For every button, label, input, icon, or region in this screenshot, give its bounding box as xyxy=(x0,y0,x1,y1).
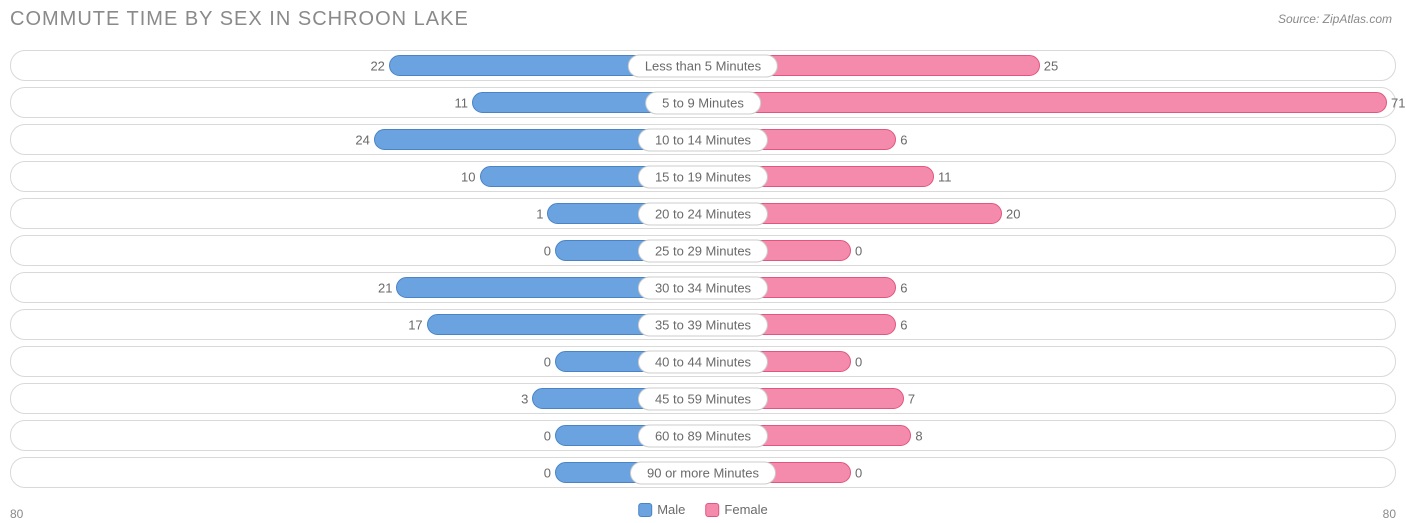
source-attribution: Source: ZipAtlas.com xyxy=(1278,12,1392,26)
row-category-label: 45 to 59 Minutes xyxy=(638,387,768,410)
row-category-label: 90 or more Minutes xyxy=(630,461,776,484)
female-value: 0 xyxy=(855,354,862,369)
female-value: 0 xyxy=(855,243,862,258)
chart-row: 35 to 39 Minutes 17 6 xyxy=(10,309,1396,340)
male-value: 0 xyxy=(544,243,551,258)
row-category-label: 30 to 34 Minutes xyxy=(638,276,768,299)
female-value: 20 xyxy=(1006,206,1020,221)
chart-row: 10 to 14 Minutes 24 6 xyxy=(10,124,1396,155)
row-category-label: 5 to 9 Minutes xyxy=(645,91,761,114)
chart-area: Less than 5 Minutes22255 to 9 Minutes117… xyxy=(10,50,1396,495)
chart-row: 40 to 44 Minutes 0 0 xyxy=(10,346,1396,377)
male-value: 1 xyxy=(536,206,543,221)
chart-row: Less than 5 Minutes 22 25 xyxy=(10,50,1396,81)
chart-row: 45 to 59 Minutes 3 7 xyxy=(10,383,1396,414)
chart-row: 20 to 24 Minutes 1 20 xyxy=(10,198,1396,229)
male-value: 0 xyxy=(544,428,551,443)
female-value: 6 xyxy=(900,317,907,332)
male-value: 21 xyxy=(378,280,392,295)
female-value: 25 xyxy=(1044,58,1058,73)
legend-female-label: Female xyxy=(724,502,767,517)
chart-row: 25 to 29 Minutes 0 0 xyxy=(10,235,1396,266)
female-bar xyxy=(705,92,1387,113)
female-value: 11 xyxy=(938,169,952,184)
female-value: 0 xyxy=(855,465,862,480)
female-value: 71 xyxy=(1391,95,1405,110)
axis-right-max: 80 xyxy=(1383,507,1396,521)
chart-row: 5 to 9 Minutes1171 xyxy=(10,87,1396,118)
row-category-label: 25 to 29 Minutes xyxy=(638,239,768,262)
female-value: 6 xyxy=(900,280,907,295)
row-category-label: 10 to 14 Minutes xyxy=(638,128,768,151)
male-value: 0 xyxy=(544,354,551,369)
axis-left-max: 80 xyxy=(10,507,23,521)
male-value: 0 xyxy=(544,465,551,480)
row-category-label: 60 to 89 Minutes xyxy=(638,424,768,447)
chart-row: 15 to 19 Minutes 10 11 xyxy=(10,161,1396,192)
male-value: 24 xyxy=(355,132,369,147)
male-value: 3 xyxy=(521,391,528,406)
female-value: 6 xyxy=(900,132,907,147)
male-value: 17 xyxy=(408,317,422,332)
row-category-label: 35 to 39 Minutes xyxy=(638,313,768,336)
male-value: 22 xyxy=(370,58,384,73)
row-category-label: Less than 5 Minutes xyxy=(628,54,778,77)
female-value: 7 xyxy=(908,391,915,406)
legend-female: Female xyxy=(705,502,767,517)
chart-row: 30 to 34 Minutes 21 6 xyxy=(10,272,1396,303)
male-value: 10 xyxy=(461,169,475,184)
male-value: 11 xyxy=(454,95,468,110)
legend: Male Female xyxy=(638,502,768,517)
legend-male: Male xyxy=(638,502,685,517)
row-category-label: 20 to 24 Minutes xyxy=(638,202,768,225)
female-value: 8 xyxy=(915,428,922,443)
chart-row: 60 to 89 Minutes 0 8 xyxy=(10,420,1396,451)
legend-male-swatch xyxy=(638,503,652,517)
chart-title: COMMUTE TIME BY SEX IN SCHROON LAKE xyxy=(10,8,469,31)
legend-male-label: Male xyxy=(657,502,685,517)
row-category-label: 15 to 19 Minutes xyxy=(638,165,768,188)
legend-female-swatch xyxy=(705,503,719,517)
chart-row: 90 or more Minutes 0 0 xyxy=(10,457,1396,488)
row-category-label: 40 to 44 Minutes xyxy=(638,350,768,373)
